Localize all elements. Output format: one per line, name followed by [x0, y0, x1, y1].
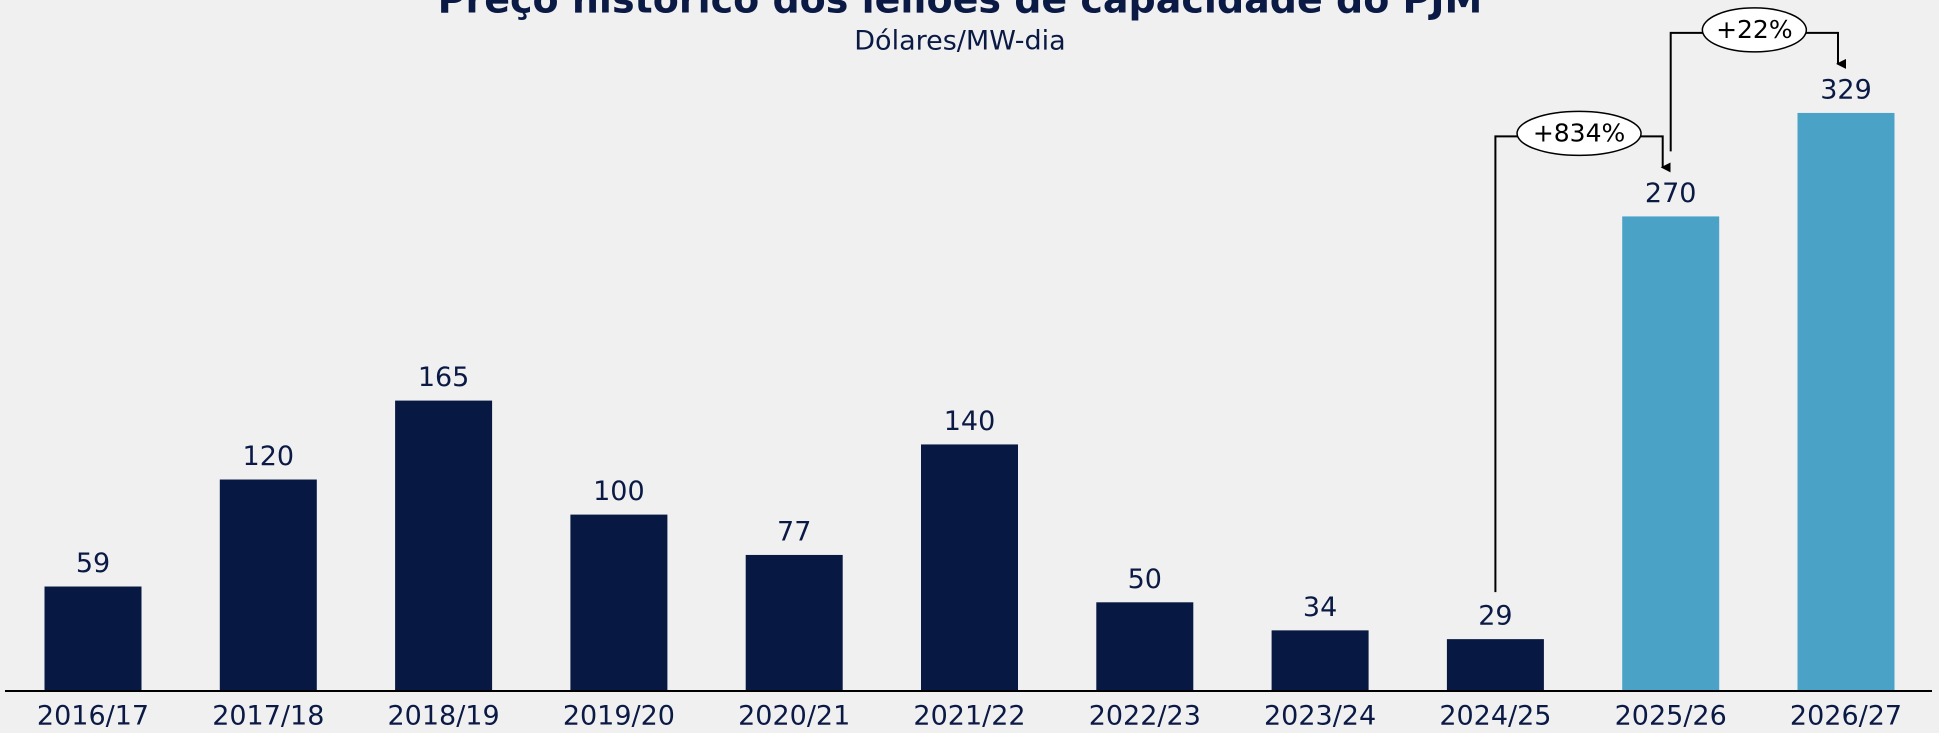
value-label: 120: [243, 441, 295, 472]
value-label: 140: [944, 406, 996, 437]
x-tick-label: 2019/20: [563, 701, 675, 732]
annotation-label: +834%: [1533, 118, 1625, 147]
bar: [395, 400, 493, 690]
chart-title: Preço histórico dos leilões de capacidad…: [438, 0, 1483, 22]
bar: [1797, 112, 1895, 690]
bar: [745, 554, 843, 690]
bar: [1446, 639, 1544, 690]
value-label: 270: [1645, 178, 1697, 209]
annotation-bubble: [1701, 7, 1808, 53]
value-label: 34: [1303, 592, 1337, 623]
x-tick-label: 2022/23: [1089, 701, 1201, 732]
value-label: 100: [593, 476, 645, 507]
x-tick-label: 2020/21: [738, 701, 850, 732]
value-label: 77: [777, 516, 811, 547]
chart-subtitle: Dólares/MW-dia: [854, 26, 1065, 57]
x-tick-label: 2023/24: [1264, 701, 1376, 732]
bar: [1096, 602, 1194, 690]
value-label: 50: [1128, 564, 1162, 595]
bar: [1622, 216, 1720, 691]
value-label: 29: [1478, 601, 1512, 632]
annotation-bubble: [1516, 110, 1642, 157]
bar: [921, 444, 1018, 690]
value-label: 59: [76, 548, 110, 579]
x-tick-label: 2025/26: [1615, 701, 1727, 732]
x-tick-label: 2016/17: [37, 701, 149, 732]
x-tick-label: 2026/27: [1790, 701, 1902, 732]
value-label: 165: [418, 362, 470, 393]
bar: [44, 586, 142, 690]
bar: [219, 479, 317, 690]
value-label: 329: [1820, 74, 1872, 105]
x-tick-label: 2018/19: [388, 701, 500, 732]
bar: [570, 514, 668, 690]
bar: [1271, 630, 1369, 690]
x-tick-label: 2017/18: [212, 701, 324, 732]
x-tick-label: 2021/22: [913, 701, 1025, 732]
x-tick-label: 2024/25: [1439, 701, 1551, 732]
annotation-label: +22%: [1716, 15, 1793, 44]
